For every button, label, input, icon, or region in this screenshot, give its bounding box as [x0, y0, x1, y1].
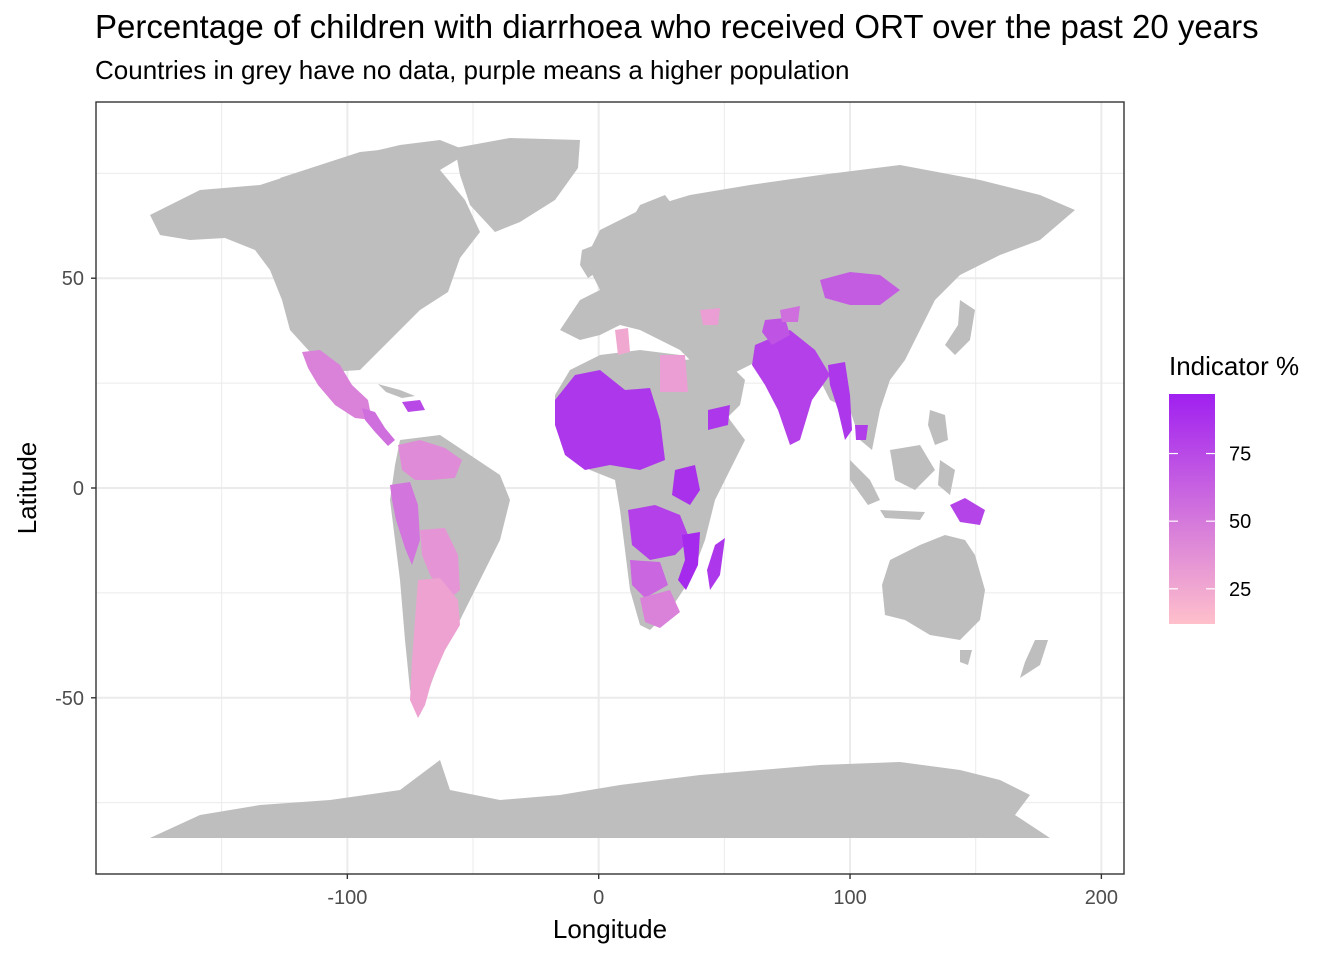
arabia-land: [685, 355, 745, 430]
tasmania-land: [960, 650, 972, 665]
java-land: [880, 510, 925, 520]
region-bolivia-paraguay: [420, 528, 460, 600]
y-tick-label: -50: [55, 688, 84, 710]
region-east-africa: [672, 465, 700, 505]
region-afghanistan-pakistan: [762, 318, 790, 345]
region-central-america: [362, 408, 395, 446]
region-cambodia: [855, 425, 868, 440]
region-mozambique: [678, 532, 700, 590]
x-axis-ticks: -100 0 100 200: [327, 874, 1118, 909]
region-papua-new-guinea: [950, 498, 985, 525]
x-tick-label: 0: [593, 887, 604, 909]
borneo-land: [890, 445, 935, 490]
greenland-land: [455, 138, 580, 232]
region-egypt: [660, 355, 688, 392]
antarctica-land: [150, 760, 1050, 838]
new-zealand-land: [1020, 640, 1048, 678]
region-south-africa: [640, 590, 680, 628]
legend-tick-label: 50: [1229, 511, 1251, 533]
y-tick-label: 50: [62, 268, 84, 290]
region-yemen: [708, 405, 730, 430]
legend-ticks: 25 50 75: [1169, 444, 1251, 601]
chart-title: Percentage of children with diarrhoea wh…: [95, 8, 1259, 45]
legend-tick-label: 75: [1229, 444, 1251, 466]
legend-colorbar: [1169, 394, 1215, 624]
chart-subtitle: Countries in grey have no data, purple m…: [95, 55, 850, 85]
x-tick-label: 100: [833, 887, 866, 909]
region-myanmar-bangladesh: [828, 362, 852, 440]
y-axis-ticks: -50 0 50: [55, 268, 96, 710]
australia-land: [882, 535, 985, 640]
japan-land: [945, 300, 975, 355]
region-west-africa: [555, 370, 665, 470]
x-tick-label: 200: [1085, 887, 1118, 909]
x-tick-label: -100: [327, 887, 367, 909]
y-axis-title: Latitude: [12, 442, 42, 535]
region-mexico: [302, 350, 372, 420]
region-kazakhstan: [700, 308, 720, 325]
legend-title: Indicator %: [1169, 351, 1299, 381]
region-southern-central-africa: [628, 505, 690, 560]
region-peru-ecuador: [390, 482, 420, 565]
region-nepal: [780, 306, 800, 322]
region-namibia-botswana: [630, 560, 668, 598]
cuba-land: [378, 384, 415, 398]
x-axis-title: Longitude: [553, 914, 667, 944]
region-colombia-venezuela: [398, 440, 462, 480]
sulawesi-land: [938, 460, 955, 495]
philippines-land: [928, 410, 948, 445]
legend-tick-label: 25: [1229, 579, 1251, 601]
eurasia-land: [560, 165, 1075, 450]
region-india: [752, 330, 830, 445]
y-tick-label: 0: [73, 478, 84, 500]
north-america-land: [150, 140, 480, 372]
arctic-islands-land: [280, 148, 420, 190]
region-mongolia: [820, 272, 900, 305]
sumatra-land: [850, 460, 880, 505]
uk-land: [580, 245, 600, 278]
legend: Indicator % 25 50 75: [1169, 351, 1299, 624]
region-argentina-chile: [410, 578, 460, 718]
scandinavia-land: [620, 195, 680, 262]
region-madagascar: [707, 538, 725, 590]
data-regions: [302, 272, 985, 718]
region-north-africa: [615, 328, 630, 355]
region-hispaniola: [402, 400, 425, 412]
